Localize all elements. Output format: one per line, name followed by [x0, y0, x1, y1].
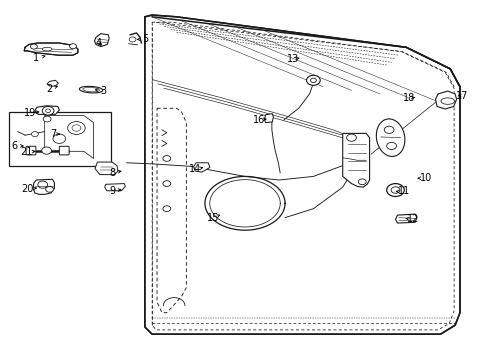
Polygon shape [194, 163, 210, 172]
Polygon shape [35, 106, 59, 114]
Polygon shape [47, 80, 58, 86]
Text: 19: 19 [24, 108, 36, 118]
FancyBboxPatch shape [59, 146, 69, 155]
Polygon shape [24, 43, 78, 55]
Text: 3: 3 [100, 86, 106, 96]
Circle shape [46, 186, 53, 192]
Text: 1: 1 [33, 53, 39, 63]
Circle shape [311, 78, 317, 82]
Circle shape [387, 184, 404, 197]
FancyBboxPatch shape [8, 112, 111, 166]
Circle shape [391, 187, 400, 193]
Text: 7: 7 [50, 129, 56, 139]
Text: 13: 13 [287, 54, 299, 64]
Circle shape [384, 126, 394, 134]
Circle shape [43, 116, 51, 122]
Circle shape [38, 181, 48, 188]
Ellipse shape [441, 98, 455, 104]
Polygon shape [145, 15, 460, 334]
Circle shape [129, 37, 136, 42]
Polygon shape [95, 34, 109, 46]
Text: 18: 18 [403, 93, 415, 103]
Circle shape [70, 44, 76, 49]
Ellipse shape [79, 86, 103, 93]
Circle shape [163, 181, 171, 186]
Text: 10: 10 [419, 173, 432, 183]
Polygon shape [343, 134, 369, 187]
Polygon shape [105, 184, 125, 191]
Ellipse shape [42, 47, 52, 51]
Text: 8: 8 [109, 168, 115, 178]
Text: 20: 20 [22, 184, 34, 194]
Circle shape [53, 134, 66, 143]
Text: 21: 21 [20, 147, 32, 157]
Circle shape [46, 109, 50, 113]
Circle shape [30, 44, 37, 49]
Polygon shape [33, 179, 54, 194]
FancyBboxPatch shape [26, 146, 36, 155]
Text: 11: 11 [398, 186, 410, 197]
Text: 17: 17 [456, 91, 468, 101]
Polygon shape [265, 114, 273, 123]
Polygon shape [436, 91, 457, 109]
Text: 16: 16 [252, 115, 265, 125]
Circle shape [346, 134, 356, 141]
Text: 14: 14 [189, 164, 201, 174]
Circle shape [163, 206, 171, 212]
Circle shape [31, 132, 38, 136]
Circle shape [68, 122, 85, 134]
Polygon shape [45, 116, 94, 158]
Text: 6: 6 [11, 141, 18, 151]
Text: 12: 12 [407, 215, 420, 224]
Ellipse shape [376, 119, 405, 157]
Text: 9: 9 [109, 186, 115, 196]
Polygon shape [395, 214, 417, 223]
Polygon shape [95, 162, 118, 175]
Circle shape [163, 156, 171, 161]
Ellipse shape [83, 87, 99, 92]
Circle shape [307, 75, 320, 85]
Text: 4: 4 [96, 38, 101, 48]
Circle shape [42, 107, 54, 115]
Circle shape [387, 142, 396, 149]
Text: 15: 15 [207, 213, 220, 222]
Circle shape [358, 179, 366, 185]
Circle shape [42, 147, 51, 154]
Text: 5: 5 [142, 34, 148, 44]
Text: 2: 2 [47, 84, 53, 94]
Circle shape [72, 125, 81, 131]
